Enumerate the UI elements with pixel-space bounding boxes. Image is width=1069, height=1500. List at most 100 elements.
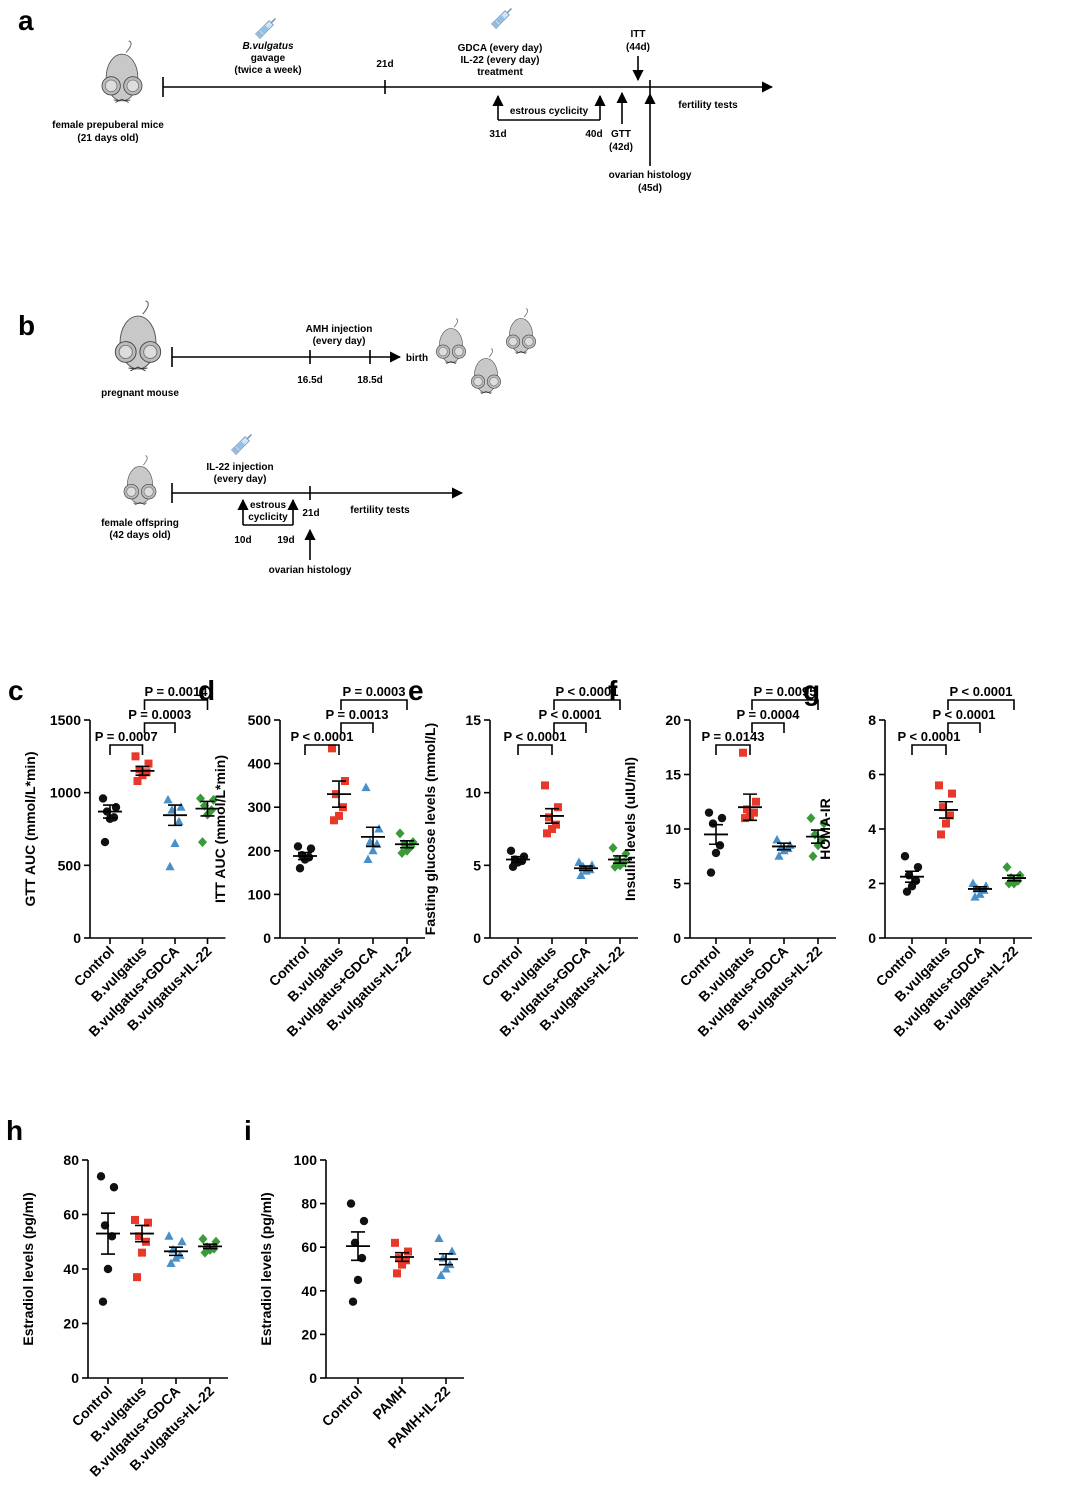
label: 16.5d bbox=[297, 375, 323, 386]
y-tick-label: 0 bbox=[73, 930, 81, 946]
point bbox=[774, 851, 784, 860]
label: birth bbox=[406, 353, 428, 364]
error-bar bbox=[579, 865, 593, 872]
comparison-bracket bbox=[911, 744, 947, 755]
comparison-bracket bbox=[553, 699, 621, 710]
point bbox=[131, 1215, 139, 1224]
label: 21d bbox=[302, 508, 319, 519]
error-bar bbox=[511, 855, 525, 864]
label: 21d bbox=[376, 59, 393, 70]
comparison-bracket bbox=[143, 699, 209, 710]
y-tick-label: 4 bbox=[868, 821, 876, 837]
point bbox=[330, 816, 338, 825]
point bbox=[772, 834, 782, 844]
error-bar bbox=[777, 842, 791, 851]
point bbox=[144, 1218, 152, 1227]
y-tick-label: 15 bbox=[465, 712, 481, 728]
point bbox=[335, 811, 343, 820]
error-bar bbox=[135, 1224, 149, 1243]
point bbox=[306, 844, 316, 853]
y-tick-label: 1500 bbox=[50, 712, 81, 728]
y-axis-label: Estradiol levels (pg/ml) bbox=[20, 1192, 36, 1345]
label: ovarian histology bbox=[609, 170, 692, 181]
x-tick-label: Control bbox=[319, 1383, 366, 1430]
y-tick-label: 1000 bbox=[50, 785, 81, 801]
point bbox=[576, 870, 586, 880]
p-value: P = 0.0003 bbox=[128, 707, 191, 722]
p-value: P < 0.0001 bbox=[555, 684, 618, 699]
comparison-bracket bbox=[304, 744, 340, 755]
y-tick-label: 100 bbox=[294, 1152, 318, 1168]
label: cyclicity bbox=[248, 512, 288, 523]
p-value: P = 0.0095 bbox=[753, 684, 816, 699]
error-bar bbox=[168, 804, 182, 827]
point bbox=[1002, 862, 1012, 873]
point bbox=[548, 825, 556, 833]
point bbox=[900, 852, 910, 861]
point bbox=[704, 808, 714, 817]
point bbox=[436, 1270, 446, 1280]
point bbox=[610, 861, 620, 872]
label: fertility tests bbox=[350, 505, 410, 516]
error-bar bbox=[905, 870, 919, 883]
point bbox=[163, 794, 173, 804]
point bbox=[752, 797, 760, 806]
y-tick-label: 200 bbox=[248, 843, 272, 859]
point bbox=[174, 816, 184, 826]
mouse-icon bbox=[435, 318, 467, 365]
point bbox=[348, 1297, 358, 1306]
panel-label: i bbox=[244, 1115, 252, 1146]
error-bar bbox=[400, 839, 414, 849]
point bbox=[541, 781, 549, 790]
y-tick-label: 15 bbox=[665, 767, 681, 783]
y-axis-label: GTT AUC (mmol/L*min) bbox=[22, 751, 38, 906]
panel-b: b pregnant mouse AMH injection (every da… bbox=[18, 300, 537, 576]
label: 19d bbox=[277, 535, 294, 546]
point bbox=[545, 813, 553, 822]
mouse-icon bbox=[101, 40, 143, 104]
panel-label: b bbox=[18, 310, 35, 341]
label: (42d) bbox=[609, 142, 633, 153]
error-bar bbox=[135, 765, 150, 777]
mouse-icon bbox=[114, 300, 162, 372]
label: female offspring bbox=[101, 518, 179, 529]
error-bar bbox=[366, 826, 380, 848]
point bbox=[209, 794, 218, 805]
y-tick-label: 20 bbox=[665, 712, 681, 728]
point bbox=[968, 878, 978, 887]
label: 10d bbox=[234, 535, 251, 546]
p-value: P = 0.0014 bbox=[144, 684, 208, 699]
point bbox=[942, 819, 950, 828]
label: 18.5d bbox=[357, 375, 383, 386]
y-tick-label: 500 bbox=[58, 857, 82, 873]
point bbox=[975, 889, 985, 898]
point bbox=[447, 1246, 457, 1256]
point bbox=[359, 1216, 369, 1226]
label: (45d) bbox=[638, 183, 662, 194]
y-tick-label: 8 bbox=[868, 712, 876, 728]
point bbox=[144, 759, 153, 768]
comparison-bracket bbox=[947, 722, 981, 733]
mouse-icon bbox=[123, 455, 157, 506]
y-tick-label: 6 bbox=[868, 767, 876, 783]
point bbox=[100, 837, 110, 847]
error-bar bbox=[709, 823, 723, 846]
error-bar bbox=[298, 851, 312, 861]
y-tick-label: 5 bbox=[473, 857, 481, 873]
comparison-bracket bbox=[340, 722, 374, 733]
point bbox=[946, 811, 954, 820]
y-tick-label: 0 bbox=[868, 930, 876, 946]
label: ITT bbox=[631, 29, 646, 40]
label: AMH injection bbox=[306, 324, 373, 335]
point bbox=[970, 892, 980, 901]
p-value: P = 0.0007 bbox=[95, 729, 158, 744]
y-tick-label: 0 bbox=[473, 930, 481, 946]
error-bar bbox=[103, 804, 117, 819]
label: estrous cyclicity bbox=[510, 106, 589, 117]
syringe-icon bbox=[490, 5, 515, 30]
point bbox=[198, 837, 207, 848]
error-bar bbox=[395, 1251, 409, 1263]
panel-label: a bbox=[18, 5, 34, 36]
